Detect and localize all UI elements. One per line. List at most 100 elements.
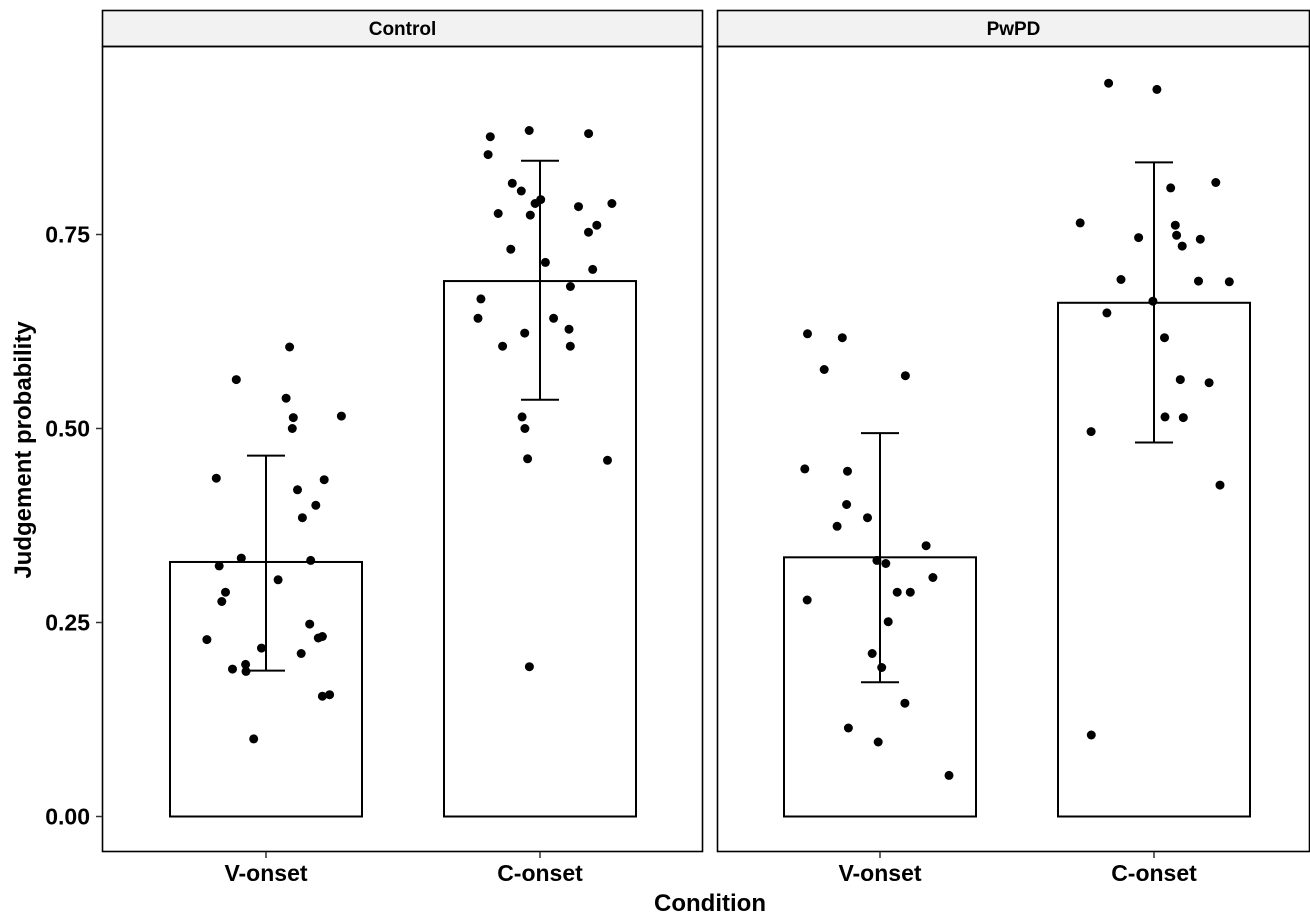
data-point [1104, 78, 1114, 88]
data-point [843, 466, 852, 476]
data-point [293, 485, 302, 495]
facet-strip [101, 9, 704, 48]
data-point [1152, 84, 1162, 94]
data-point [336, 411, 346, 421]
data-point [881, 559, 891, 568]
data-point [498, 341, 508, 351]
data-point [1195, 234, 1205, 244]
data-point [944, 770, 954, 780]
data-point [892, 587, 902, 597]
data-point [530, 199, 540, 208]
data-point [565, 282, 575, 291]
data-point [313, 633, 323, 643]
data-point [325, 690, 335, 700]
data-point [900, 371, 910, 381]
data-point [1086, 427, 1096, 437]
data-point [1172, 230, 1182, 240]
data-point [1178, 413, 1188, 423]
data-point [520, 424, 530, 433]
data-point [905, 587, 915, 597]
data-point [1204, 378, 1214, 388]
data-point [574, 202, 583, 212]
data-point [1211, 178, 1221, 187]
data-point [549, 313, 559, 323]
x-tick-label: V-onset [838, 860, 921, 886]
bar-group-v-onset [783, 329, 977, 818]
data-point [921, 541, 931, 551]
data-point [842, 500, 852, 509]
data-point [241, 659, 251, 669]
y-axis-title: Judgement probability [10, 321, 37, 579]
bar-group-c-onset [443, 126, 637, 818]
data-point [1160, 333, 1169, 343]
data-point [473, 313, 483, 323]
data-point [928, 573, 938, 582]
data-point [607, 199, 617, 208]
data-point [565, 341, 575, 351]
data-point [231, 375, 241, 385]
data-point [1148, 296, 1158, 306]
data-point [524, 662, 534, 672]
y-tick-label: 0.50 [45, 416, 90, 442]
data-point [803, 329, 812, 339]
facet-panel-control: Control V-onset C-onset [101, 9, 704, 886]
data-point [588, 264, 598, 274]
facet-panel-pwpd: PwPD V-onset C-onset [716, 9, 1310, 886]
data-point [214, 561, 224, 571]
x-tick-label: V-onset [224, 860, 307, 886]
data-point [524, 126, 534, 135]
data-point [584, 227, 593, 237]
data-point [1175, 375, 1185, 385]
data-point [236, 553, 246, 563]
data-point [1166, 183, 1176, 193]
data-point [564, 324, 574, 334]
y-axis: 0.00 0.25 0.50 0.75 [45, 222, 102, 830]
data-point [257, 643, 266, 653]
data-point [217, 597, 227, 606]
data-point [832, 521, 842, 531]
data-point [837, 333, 847, 343]
data-point [1116, 275, 1126, 284]
bar-group-c-onset [1057, 78, 1251, 818]
data-point [516, 186, 526, 196]
data-point [1170, 220, 1180, 230]
facet-strip-label: Control [369, 19, 437, 40]
data-point [819, 365, 829, 374]
y-tick-label: 0.25 [45, 610, 90, 636]
bar-group-v-onset [169, 342, 363, 818]
facet-strip [716, 9, 1310, 48]
data-point [883, 617, 893, 627]
data-point [493, 209, 503, 218]
data-point [584, 129, 594, 139]
data-point [319, 475, 329, 485]
data-point [506, 244, 516, 254]
data-point [523, 454, 533, 464]
data-point [288, 413, 298, 423]
x-tick-label: C-onset [497, 860, 583, 886]
data-point [540, 257, 550, 267]
data-point [273, 575, 283, 585]
data-point [228, 664, 237, 674]
x-tick-label: C-onset [1111, 860, 1197, 886]
data-point [525, 210, 535, 220]
data-point [1177, 241, 1187, 251]
data-point [305, 619, 315, 629]
data-point [285, 342, 295, 352]
data-point [249, 734, 259, 744]
data-point [507, 178, 517, 188]
facet-strip-label: PwPD [987, 19, 1041, 40]
data-point [241, 666, 251, 676]
data-point [287, 424, 297, 433]
data-point [867, 649, 877, 658]
data-point [317, 691, 327, 701]
data-point [800, 464, 810, 474]
data-point [1134, 233, 1144, 243]
data-point [520, 328, 530, 338]
data-point [297, 513, 307, 523]
data-point [873, 737, 883, 747]
data-point [843, 723, 853, 733]
data-point [1194, 276, 1203, 286]
x-axis-title: Condition [654, 890, 766, 915]
data-point [485, 132, 495, 142]
